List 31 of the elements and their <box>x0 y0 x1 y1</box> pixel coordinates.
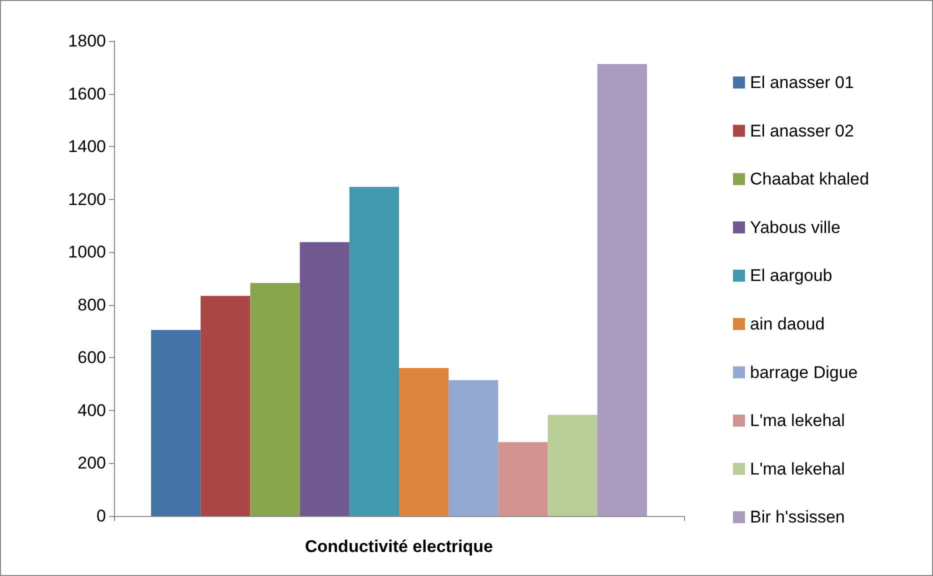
bar <box>349 186 399 516</box>
bar <box>250 282 300 516</box>
legend-label: barrage Digue <box>750 362 858 382</box>
y-tick-label: 1000 <box>68 242 106 262</box>
bar <box>498 442 548 516</box>
legend-label: L'ma lekehal <box>750 411 845 430</box>
y-tick-label: 200 <box>78 454 106 473</box>
y-tick-label: 0 <box>96 506 106 526</box>
bar <box>300 242 350 516</box>
legend-label: Bir h'ssissen <box>750 508 845 527</box>
y-tick-label: 600 <box>78 348 106 368</box>
bar <box>200 296 250 516</box>
y-tick-label: 1800 <box>68 32 106 50</box>
legend-label: El anasser 02 <box>750 121 854 140</box>
legend-label: L'ma lekehal <box>750 459 845 478</box>
bar <box>399 368 449 516</box>
y-tick-label: 1200 <box>68 190 106 209</box>
bar <box>548 414 598 516</box>
x-tick-label: Conductivité electrique <box>305 537 493 556</box>
bar <box>597 64 647 516</box>
y-tick-label: 1400 <box>68 137 106 156</box>
y-tick-label: 800 <box>78 295 106 314</box>
legend-label: Chaabat khaled <box>750 170 870 189</box>
legend-label: El anasser 01 <box>750 73 854 92</box>
legend-label: ain daoud <box>750 314 825 334</box>
y-tick-label: 1600 <box>68 84 106 104</box>
bar <box>151 330 201 516</box>
legend-label: El aargoub <box>750 266 832 286</box>
y-tick-label: 400 <box>78 400 106 420</box>
bar <box>448 380 498 516</box>
legend-label: Yabous ville <box>750 218 840 237</box>
